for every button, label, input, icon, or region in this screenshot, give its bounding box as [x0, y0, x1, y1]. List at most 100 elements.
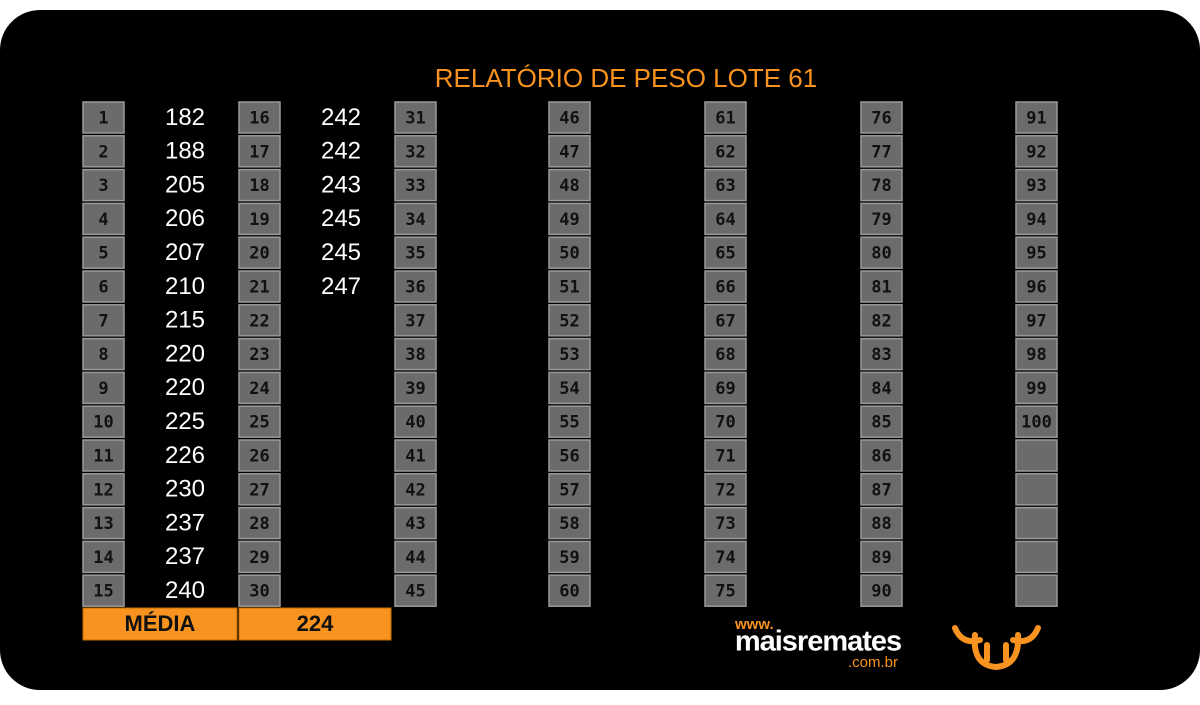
number-box	[704, 473, 747, 506]
number-label: 27	[249, 480, 269, 500]
number-label: 83	[871, 345, 891, 365]
number-box	[704, 540, 747, 574]
number-box	[860, 439, 903, 472]
number-label: 87	[871, 480, 891, 500]
number-label: 51	[559, 278, 579, 298]
number-label: 1	[98, 109, 108, 129]
number-box	[704, 202, 747, 236]
number-label: 89	[871, 548, 891, 568]
number-label: 61	[715, 109, 735, 129]
number-box	[394, 135, 437, 168]
number-label: 53	[559, 345, 579, 365]
weight-value: 230	[165, 476, 205, 503]
number-box	[394, 506, 437, 540]
number-box	[394, 540, 437, 574]
number-label: 47	[559, 142, 579, 162]
number-label: 25	[249, 413, 269, 433]
number-label: 68	[715, 345, 735, 365]
number-label: 10	[93, 413, 113, 433]
number-box	[82, 270, 125, 303]
weight-value: 188	[165, 138, 205, 165]
number-label: 94	[1026, 210, 1046, 230]
number-label: 45	[405, 582, 425, 602]
number-label: 20	[249, 244, 269, 264]
number-label: 48	[559, 176, 579, 196]
weight-value: 182	[165, 104, 205, 131]
number-box	[82, 202, 125, 236]
number-label: 50	[559, 244, 579, 264]
number-box	[82, 304, 125, 337]
number-label: 31	[405, 109, 425, 129]
number-label: 38	[405, 345, 425, 365]
number-box	[82, 101, 125, 134]
number-box	[548, 506, 591, 540]
number-box	[394, 473, 437, 506]
number-label: 23	[249, 345, 269, 365]
number-box	[394, 337, 437, 371]
logo-name: maisremates	[735, 626, 901, 658]
logo-icon	[952, 625, 1041, 671]
number-box	[238, 202, 281, 236]
number-box	[1015, 540, 1058, 574]
number-label: 67	[715, 311, 735, 331]
number-box	[1015, 135, 1058, 168]
number-box	[238, 439, 281, 472]
number-label: 70	[715, 413, 735, 433]
weight-value: 242	[321, 138, 361, 165]
number-label: 56	[559, 447, 579, 467]
title: RELATÓRIO DE PESO LOTE 61	[435, 63, 817, 93]
number-label: 66	[715, 278, 735, 298]
average-value: 224	[297, 611, 334, 636]
weight-value: 226	[165, 442, 205, 469]
number-label: 98	[1026, 345, 1046, 365]
number-box	[238, 574, 281, 607]
number-box	[1015, 473, 1058, 506]
number-box	[82, 439, 125, 472]
number-box	[704, 304, 747, 337]
number-box	[394, 304, 437, 337]
number-label: 63	[715, 176, 735, 196]
number-box	[238, 101, 281, 134]
number-box	[394, 236, 437, 269]
number-box	[394, 101, 437, 134]
number-label: 14	[93, 548, 113, 568]
number-box	[860, 135, 903, 168]
number-label: 82	[871, 311, 891, 331]
number-label: 74	[715, 548, 735, 568]
number-box	[394, 574, 437, 607]
weight-value: 243	[321, 171, 361, 198]
number-label: 2	[98, 142, 108, 162]
weight-value: 237	[165, 543, 205, 570]
number-label: 92	[1026, 142, 1046, 162]
number-label: 3	[98, 176, 108, 196]
weight-value: 210	[165, 273, 205, 300]
number-label: 62	[715, 142, 735, 162]
number-box	[860, 405, 903, 438]
number-box	[860, 371, 903, 405]
weight-value: 237	[165, 509, 205, 536]
number-box	[394, 168, 437, 202]
number-box	[82, 473, 125, 506]
number-label: 88	[871, 514, 891, 534]
number-label: 80	[871, 244, 891, 264]
number-label: 58	[559, 514, 579, 534]
number-label: 34	[405, 210, 425, 230]
number-box	[238, 540, 281, 574]
number-box	[860, 168, 903, 202]
number-label: 93	[1026, 176, 1046, 196]
number-box	[82, 337, 125, 371]
number-label: 77	[871, 142, 891, 162]
number-label: 30	[249, 582, 269, 602]
number-box	[238, 168, 281, 202]
number-label: 90	[871, 582, 891, 602]
number-box	[548, 202, 591, 236]
number-label: 28	[249, 514, 269, 534]
number-box	[860, 270, 903, 303]
number-label: 5	[98, 244, 108, 264]
number-label: 11	[93, 447, 113, 467]
number-box	[860, 540, 903, 574]
number-label: 16	[249, 109, 269, 129]
weight-value: 220	[165, 340, 205, 367]
number-box	[860, 304, 903, 337]
